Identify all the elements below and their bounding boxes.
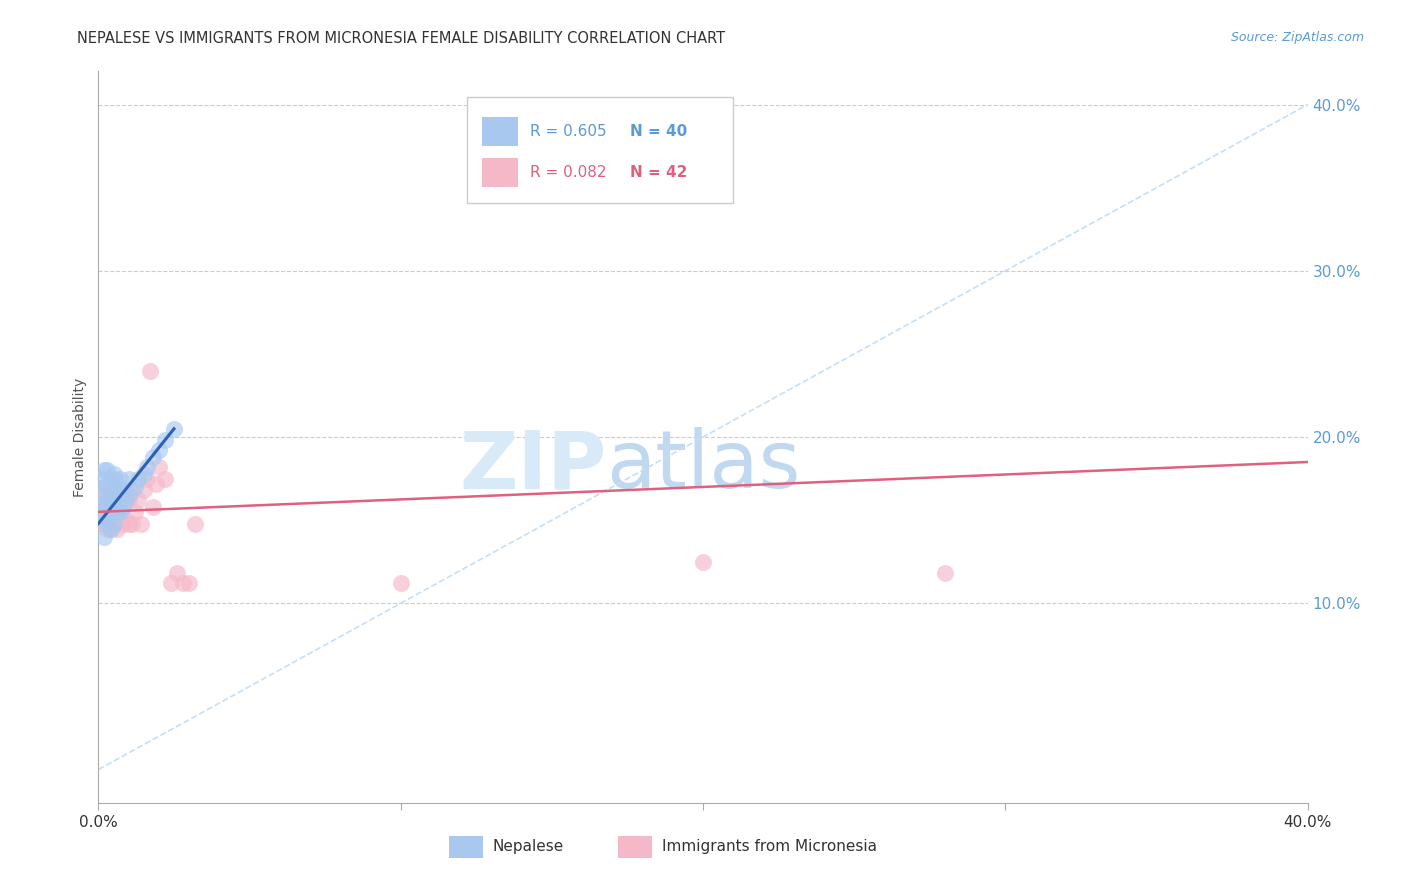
Point bbox=[153, 434, 176, 448]
Point bbox=[93, 509, 115, 524]
Point bbox=[96, 488, 118, 502]
Point bbox=[96, 500, 118, 514]
Point bbox=[100, 472, 122, 486]
Point bbox=[111, 483, 134, 498]
Point bbox=[179, 576, 201, 591]
Point bbox=[108, 472, 131, 486]
Point bbox=[105, 505, 128, 519]
Y-axis label: Female Disability: Female Disability bbox=[73, 377, 87, 497]
Point bbox=[96, 516, 118, 531]
Point bbox=[105, 483, 128, 498]
Point bbox=[148, 443, 170, 458]
Point bbox=[114, 493, 136, 508]
Point bbox=[389, 576, 412, 591]
Bar bbox=[619, 836, 652, 858]
Point bbox=[124, 505, 146, 519]
Point bbox=[172, 576, 194, 591]
Text: ZIP: ZIP bbox=[458, 427, 606, 506]
Point bbox=[142, 450, 165, 464]
Point bbox=[103, 467, 125, 481]
Point bbox=[121, 483, 143, 498]
Point bbox=[153, 472, 176, 486]
Point bbox=[90, 497, 112, 511]
Point bbox=[96, 476, 118, 491]
Text: NEPALESE VS IMMIGRANTS FROM MICRONESIA FEMALE DISABILITY CORRELATION CHART: NEPALESE VS IMMIGRANTS FROM MICRONESIA F… bbox=[77, 31, 725, 46]
Point bbox=[108, 483, 131, 498]
Point bbox=[135, 460, 157, 475]
Bar bbox=[482, 158, 517, 187]
Point bbox=[160, 576, 183, 591]
Point bbox=[124, 480, 146, 494]
Point bbox=[148, 460, 170, 475]
Point bbox=[103, 472, 125, 486]
Bar bbox=[482, 117, 517, 146]
FancyBboxPatch shape bbox=[467, 97, 734, 203]
Point bbox=[100, 521, 122, 535]
Point bbox=[135, 472, 157, 486]
Point bbox=[100, 476, 122, 491]
Point bbox=[108, 488, 131, 502]
Text: Nepalese: Nepalese bbox=[492, 839, 564, 855]
Point bbox=[108, 513, 131, 527]
Point bbox=[111, 493, 134, 508]
Point bbox=[90, 513, 112, 527]
Point bbox=[100, 521, 122, 535]
Point bbox=[93, 463, 115, 477]
Point bbox=[118, 493, 141, 508]
Point bbox=[114, 488, 136, 502]
Point bbox=[100, 505, 122, 519]
Point bbox=[103, 516, 125, 531]
Text: atlas: atlas bbox=[606, 427, 800, 506]
Point bbox=[93, 488, 115, 502]
Point bbox=[127, 472, 149, 486]
Text: Immigrants from Micronesia: Immigrants from Micronesia bbox=[662, 839, 877, 855]
Point bbox=[93, 530, 115, 544]
Text: N = 42: N = 42 bbox=[630, 165, 688, 180]
Point bbox=[145, 476, 167, 491]
Point bbox=[163, 422, 186, 436]
Point bbox=[108, 505, 131, 519]
Point bbox=[100, 488, 122, 502]
Point bbox=[132, 483, 155, 498]
Point bbox=[105, 500, 128, 514]
Point bbox=[103, 493, 125, 508]
Point bbox=[184, 516, 207, 531]
Point bbox=[96, 521, 118, 535]
Point bbox=[129, 516, 152, 531]
Point bbox=[96, 463, 118, 477]
Point bbox=[934, 566, 956, 581]
Point bbox=[93, 516, 115, 531]
Point bbox=[111, 500, 134, 514]
Point bbox=[114, 513, 136, 527]
Point bbox=[103, 516, 125, 531]
Point bbox=[118, 472, 141, 486]
Point bbox=[118, 516, 141, 531]
Point bbox=[103, 483, 125, 498]
Text: Source: ZipAtlas.com: Source: ZipAtlas.com bbox=[1230, 31, 1364, 45]
Point bbox=[105, 493, 128, 508]
Point bbox=[90, 497, 112, 511]
Point bbox=[96, 483, 118, 498]
Bar bbox=[449, 836, 482, 858]
Point bbox=[105, 476, 128, 491]
Point bbox=[166, 566, 188, 581]
Point bbox=[93, 497, 115, 511]
Text: R = 0.082: R = 0.082 bbox=[530, 165, 606, 180]
Point bbox=[105, 521, 128, 535]
Point bbox=[111, 516, 134, 531]
Point bbox=[93, 480, 115, 494]
Point bbox=[127, 493, 149, 508]
Point bbox=[121, 516, 143, 531]
Point bbox=[142, 500, 165, 514]
Point bbox=[692, 555, 714, 569]
Point bbox=[103, 500, 125, 514]
Point bbox=[90, 472, 112, 486]
Point bbox=[132, 467, 155, 481]
Point bbox=[118, 488, 141, 502]
Point bbox=[139, 363, 162, 377]
Point bbox=[100, 500, 122, 514]
Text: R = 0.605: R = 0.605 bbox=[530, 124, 607, 139]
Text: N = 40: N = 40 bbox=[630, 124, 688, 139]
